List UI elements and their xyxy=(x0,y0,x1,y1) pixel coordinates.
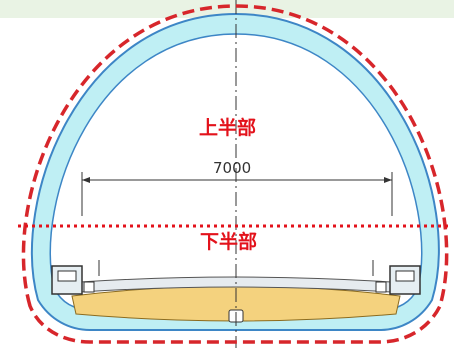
width-dimension-label: 7000 xyxy=(213,159,252,177)
upper-half-label: 上半部 xyxy=(199,117,257,139)
right-drain xyxy=(375,281,387,293)
left-curb-inner xyxy=(57,270,77,282)
left-drain xyxy=(83,281,95,293)
excavation-boundary xyxy=(21,4,449,344)
dimension-left-arrow xyxy=(82,177,90,183)
header-band xyxy=(0,0,454,18)
right-curb-inner xyxy=(395,270,415,282)
dimension-right-arrow xyxy=(384,177,392,183)
lower-half-label: 下半部 xyxy=(200,231,258,253)
